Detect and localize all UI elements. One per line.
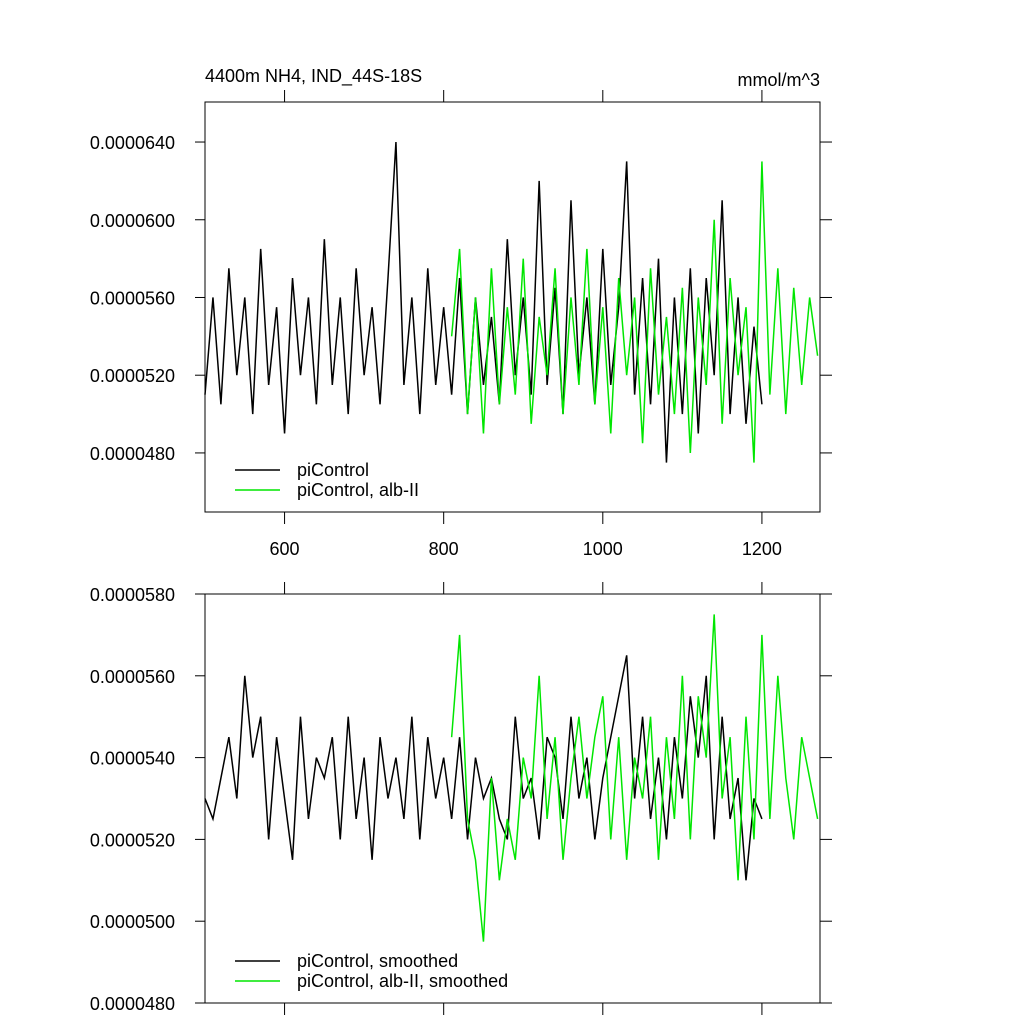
x-tick-label: 1000 (583, 539, 623, 559)
y-tick-label: 0.0000500 (90, 912, 175, 932)
series-line (450, 161, 819, 463)
y-tick-label: 0.0000640 (90, 133, 175, 153)
y-tick-label: 0.0000520 (90, 830, 175, 850)
series-line (204, 655, 763, 881)
legend-label: piControl, alb-II, smoothed (297, 971, 508, 991)
x-tick-label: 1200 (742, 539, 782, 559)
x-tick-label: 600 (270, 539, 300, 559)
legend-label: piControl (297, 460, 369, 480)
plot-frame (204, 101, 821, 513)
y-tick-label: 0.0000560 (90, 288, 175, 308)
y-tick-label: 0.0000540 (90, 749, 175, 769)
legend-label: piControl, smoothed (297, 951, 458, 971)
y-tick-label: 0.0000480 (90, 444, 175, 464)
units-label: mmol/m^3 (738, 70, 820, 90)
plot-frame (204, 593, 821, 1004)
chart-title: 4400m NH4, IND_44S-18S (205, 66, 422, 87)
x-tick-label: 800 (429, 539, 459, 559)
y-tick-label: 0.0000600 (90, 211, 175, 231)
series-line (204, 141, 763, 463)
y-tick-label: 0.0000520 (90, 366, 175, 386)
series-line (450, 614, 819, 942)
y-tick-label: 0.0000480 (90, 994, 175, 1014)
y-tick-label: 0.0000580 (90, 585, 175, 605)
y-tick-label: 0.0000560 (90, 667, 175, 687)
legend-label: piControl, alb-II (297, 480, 419, 500)
